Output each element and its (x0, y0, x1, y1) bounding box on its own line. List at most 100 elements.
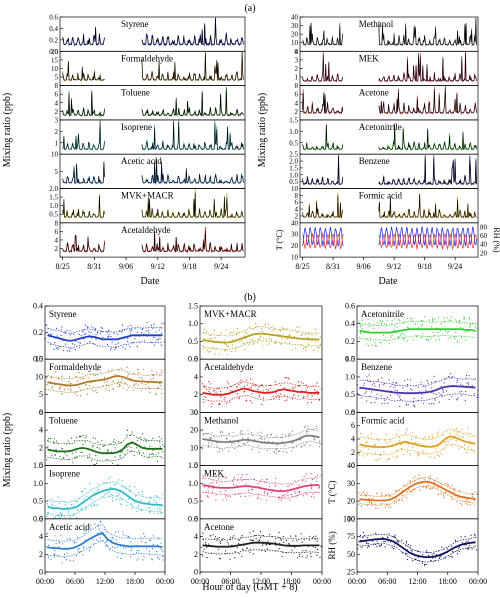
y-tick-label: 2 (55, 128, 59, 136)
data-point (75, 340, 77, 342)
data-point (151, 370, 153, 372)
data-point (393, 548, 395, 550)
data-point (138, 372, 140, 374)
data-point (145, 384, 147, 386)
data-point (224, 477, 226, 479)
hour-tick-label: 18:00 (282, 577, 300, 586)
data-point (315, 535, 317, 537)
data-point (451, 376, 454, 378)
data-point (399, 440, 401, 442)
data-point (136, 549, 138, 552)
data-point (398, 436, 400, 438)
data-point (386, 459, 388, 461)
data-point (410, 379, 412, 381)
data-point (134, 338, 136, 340)
data-point (394, 389, 396, 391)
data-point (121, 378, 123, 381)
data-point (112, 387, 114, 389)
data-point (219, 541, 222, 543)
series-line-observed (141, 192, 244, 218)
data-point (430, 456, 432, 458)
rh-tick-label: 60 (480, 232, 488, 240)
data-point (266, 479, 269, 481)
data-point (410, 549, 412, 551)
data-point (458, 550, 461, 552)
data-point (440, 385, 442, 387)
data-point (394, 318, 396, 320)
data-point (259, 335, 261, 338)
data-point (234, 448, 236, 450)
data-point (209, 482, 211, 485)
quartile-line (47, 369, 163, 380)
data-point (425, 389, 427, 391)
y-tick-label: 15 (35, 355, 43, 364)
data-point (439, 455, 441, 457)
data-point (396, 450, 398, 452)
data-point (411, 438, 413, 441)
data-point (405, 404, 408, 406)
data-point (231, 339, 233, 341)
data-point (449, 439, 451, 441)
data-point (124, 348, 126, 350)
data-point (432, 320, 434, 322)
quartile-line (359, 429, 476, 441)
data-point (263, 337, 265, 339)
data-point (208, 334, 210, 336)
data-point (46, 324, 48, 326)
data-point (72, 514, 74, 516)
data-point (105, 541, 107, 543)
data-point (414, 489, 416, 491)
data-point (266, 493, 269, 495)
data-point (148, 454, 150, 456)
data-point (89, 483, 91, 485)
data-point (375, 452, 377, 454)
quartile-line (47, 481, 163, 504)
data-point (312, 493, 314, 495)
data-point (434, 557, 436, 559)
data-point (406, 429, 408, 432)
data-point (464, 448, 466, 450)
data-point (268, 534, 271, 536)
rh-tick-label: 20 (480, 249, 488, 257)
data-point (440, 322, 442, 325)
data-point (364, 494, 366, 496)
mean-line (202, 434, 320, 445)
data-point (146, 507, 148, 509)
data-point (404, 552, 407, 554)
data-point (143, 532, 145, 535)
data-point (149, 507, 151, 509)
data-point (320, 474, 322, 476)
data-point (398, 396, 400, 398)
data-point (398, 318, 400, 320)
data-point (455, 331, 457, 333)
data-point (289, 499, 291, 501)
data-point (403, 454, 405, 456)
data-point (79, 347, 81, 349)
data-point (376, 545, 378, 548)
data-point (69, 538, 71, 541)
data-point (387, 442, 389, 444)
data-point (104, 444, 106, 446)
data-point (111, 497, 113, 499)
data-point (61, 447, 63, 449)
data-point (247, 441, 249, 443)
data-point (296, 326, 298, 328)
series-line-observed (62, 234, 105, 253)
data-point (407, 489, 409, 491)
data-point (474, 534, 476, 536)
data-point (436, 477, 438, 479)
species-label: MEK (204, 469, 225, 479)
y-tick-label: 6 (55, 91, 59, 99)
data-point (275, 435, 277, 437)
species-label: Isoprene (49, 469, 80, 479)
data-point (155, 502, 157, 504)
data-point (120, 451, 122, 453)
data-point (45, 324, 47, 327)
data-point (130, 541, 132, 543)
data-point (93, 391, 95, 393)
data-point (457, 397, 459, 399)
data-point (47, 556, 50, 559)
data-point (455, 439, 457, 442)
data-point (260, 530, 262, 533)
data-point (474, 500, 476, 502)
